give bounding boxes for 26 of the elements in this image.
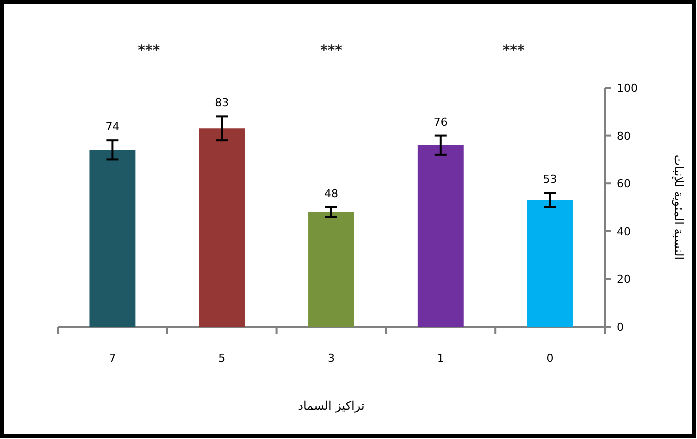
x-tick-label: 7 [109,352,116,365]
y-tick-label: 40 [617,225,631,238]
bar [90,150,136,327]
x-axis-title: تراكيز السماد [298,399,365,413]
x-tick-label: 3 [328,352,335,365]
bar [527,200,574,327]
x-tick-label: 1 [437,352,444,365]
y-tick-label: 60 [617,178,631,191]
bar [418,145,464,327]
text: *** [138,43,161,59]
data-label: 76 [434,116,448,129]
y-tick-label: 80 [617,130,631,143]
y-tick-label: 0 [617,321,624,334]
data-label: 48 [324,188,338,200]
data-label: 53 [543,173,558,186]
bar [308,212,354,327]
text: *** [320,43,344,59]
y-axis-title: النسبة المئوية للإنبات [672,154,686,260]
y-tick-label: 20 [617,273,631,286]
y-tick-label: 100 [617,82,638,95]
bar [199,128,246,327]
x-tick-label: 5 [218,352,226,365]
data-label: 74 [106,120,120,134]
data-label: 83 [215,96,230,110]
x-tick-label: 0 [546,352,554,365]
text: *** [502,43,526,59]
